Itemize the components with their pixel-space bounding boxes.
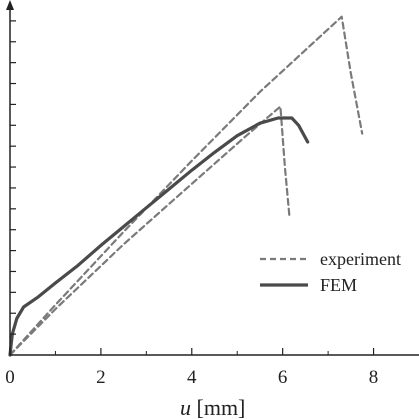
x-axis-title-unit: [mm] [191,395,245,419]
legend-label-experiment: experiment [320,249,401,269]
y-axis-arrow-icon [6,0,14,10]
series-layer [8,15,364,357]
x-tick-label: 6 [278,367,288,388]
series-line-fem-1 [8,116,310,357]
series-line-experiment-1 [8,15,364,357]
series-line-experiment-2 [8,105,291,357]
x-tick-label: 4 [187,367,197,388]
x-tick-label: 2 [96,367,106,388]
x-tick-label: 0 [5,367,15,388]
axes-layer: 0 2 4 6 8 [5,0,419,388]
x-axis-title-var: u [180,395,191,419]
legend-label-fem: FEM [320,275,357,295]
legend: experiment FEM [260,249,401,295]
x-axis-title: u [mm] [180,395,245,419]
x-tick-label: 8 [369,367,379,388]
